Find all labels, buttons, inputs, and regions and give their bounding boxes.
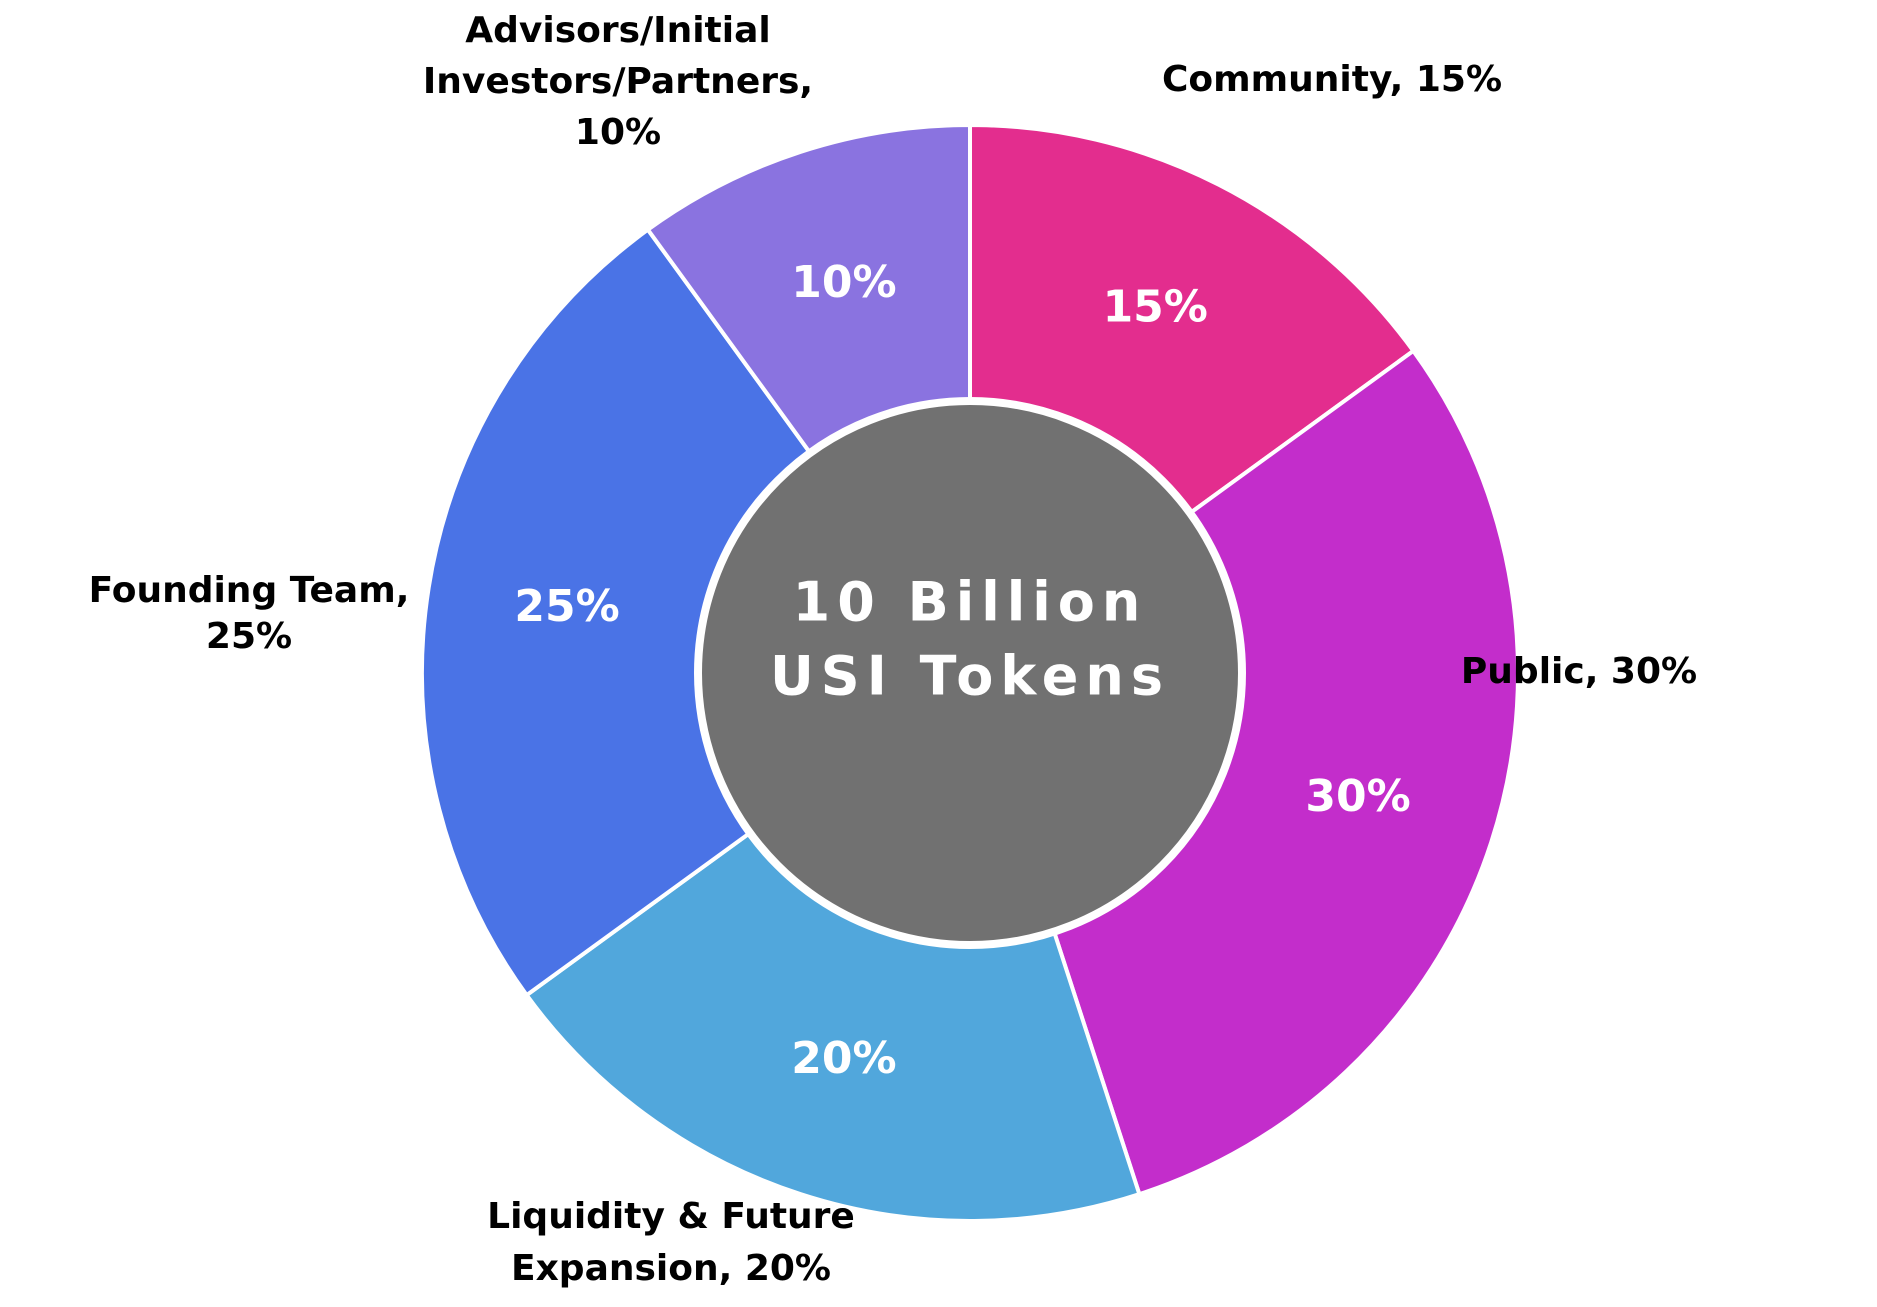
center-label-line-2: USI Tokens [770, 645, 1170, 708]
slices-layer [420, 123, 1520, 1224]
center-label-line-1: 10 Billion [793, 571, 1148, 634]
outer-label-liquidity-future-expansion: Liquidity & Future Expansion, 20% [487, 1196, 855, 1289]
outer-label-line: Advisors/Initial [465, 10, 770, 51]
outer-label-line: Community, 15% [1162, 59, 1502, 100]
outer-label-public: Public, 30% [1461, 651, 1697, 692]
outer-labels-layer: Community, 15% Public, 30% Liquidity & Fut… [89, 10, 1698, 1289]
inner-labels-layer: 15% 30% 20% 25% 10% [514, 257, 1410, 1084]
outer-label-line: 10% [575, 112, 661, 153]
value-label-public: 30% [1305, 771, 1410, 822]
outer-label-line: Investors/Partners, [423, 61, 813, 102]
value-label-founding-team: 25% [514, 581, 619, 632]
outer-label-line: Founding Team, [89, 570, 410, 611]
outer-label-founding-team: Founding Team, 25% [89, 570, 410, 657]
outer-label-community: Community, 15% [1162, 59, 1502, 100]
outer-label-advisors-initial-investors-partners: Advisors/Initial Investors/Partners, 10% [423, 10, 813, 153]
value-label-liquidity-future-expansion: 20% [791, 1033, 896, 1084]
value-label-community: 15% [1103, 281, 1208, 332]
value-label-advisors-initial-investors-partners: 10% [791, 257, 896, 308]
outer-label-line: Expansion, 20% [511, 1248, 831, 1289]
outer-label-line: Public, 30% [1461, 651, 1697, 692]
outer-label-line: Liquidity & Future [487, 1196, 855, 1237]
center-hole [694, 397, 1246, 949]
outer-label-line: 25% [206, 616, 292, 657]
